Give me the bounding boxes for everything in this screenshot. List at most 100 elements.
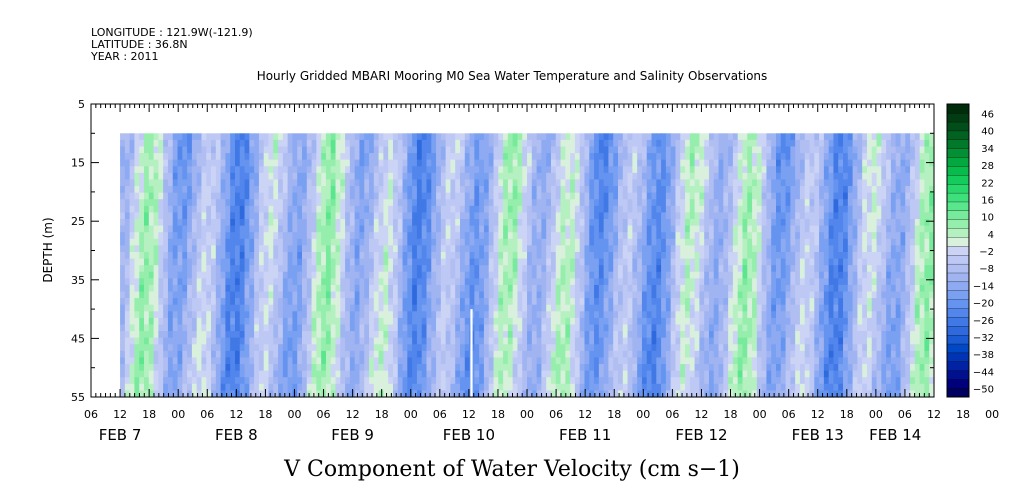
heatmap-cell (388, 159, 394, 167)
heatmap-cell (517, 245, 523, 253)
heatmap-cell (354, 298, 361, 306)
heatmap-cell (325, 139, 332, 148)
heatmap-cell (464, 383, 471, 391)
heatmap-cell (670, 212, 677, 220)
heatmap-cell (541, 324, 547, 332)
heatmap-cell (488, 265, 495, 273)
heatmap-cell (234, 238, 241, 246)
heatmap-cell (464, 258, 471, 266)
heatmap-cell (211, 370, 217, 378)
heatmap-cell (584, 159, 590, 167)
heatmap-cell (584, 139, 590, 148)
heatmap-cell (560, 258, 566, 266)
heatmap-cell (311, 304, 317, 312)
heatmap-cell (201, 232, 207, 240)
heatmap-cell (618, 133, 624, 141)
heatmap-cell (345, 317, 351, 326)
heatmap-cell (622, 159, 629, 167)
heatmap-cell (134, 225, 140, 233)
heatmap-cell (570, 251, 576, 260)
heatmap-cell (507, 265, 514, 273)
heatmap-cell (460, 159, 466, 167)
heatmap-cell (460, 331, 466, 339)
heatmap-cell (646, 159, 653, 167)
heatmap-cell (330, 166, 337, 174)
heatmap-cell (689, 284, 696, 293)
heatmap-cell (220, 159, 226, 167)
heatmap-cell (498, 331, 504, 339)
heatmap-cell (713, 172, 720, 181)
heatmap-cell (608, 317, 614, 326)
heatmap-cell (369, 377, 375, 385)
heatmap-cell (694, 337, 700, 345)
heatmap-cell (608, 265, 614, 273)
heatmap-cell (550, 166, 557, 174)
heatmap-cell (397, 377, 404, 385)
heatmap-cell (536, 331, 542, 339)
heatmap-cell (603, 232, 610, 240)
heatmap-cell (373, 350, 380, 359)
heatmap-cell (584, 284, 590, 293)
heatmap-cell (158, 186, 164, 194)
heatmap-cell (522, 205, 528, 214)
heatmap-cell (618, 291, 624, 299)
heatmap-cell (134, 251, 140, 260)
heatmap-cell (124, 364, 131, 372)
heatmap-cell (455, 133, 461, 141)
heatmap-cell (349, 133, 356, 141)
heatmap-cell (613, 370, 619, 378)
heatmap-cell (306, 133, 313, 141)
heatmap-cell (278, 304, 284, 312)
heatmap-cell (689, 251, 696, 260)
heatmap-cell (704, 284, 710, 293)
heatmap-cell (450, 324, 456, 332)
heatmap-cell (316, 212, 322, 220)
heatmap-cell (675, 159, 681, 167)
heatmap-cell (282, 192, 289, 200)
heatmap-cell (498, 139, 504, 148)
heatmap-cell (392, 133, 399, 141)
heatmap-cell (665, 192, 672, 200)
heatmap-cell (144, 212, 150, 220)
heatmap-cell (670, 337, 677, 345)
heatmap-cell (388, 284, 394, 293)
heatmap-cell (292, 331, 298, 339)
heatmap-cell (627, 364, 633, 372)
heatmap-cell (594, 331, 600, 339)
heatmap-cell (412, 251, 418, 260)
heatmap-cell (440, 172, 447, 181)
heatmap-cell (603, 153, 610, 161)
heatmap-cell (349, 212, 356, 220)
heatmap-cell (555, 364, 562, 372)
heatmap-cell (215, 205, 222, 214)
heatmap-cell (244, 324, 250, 332)
heatmap-cell (613, 251, 619, 260)
heatmap-cell (239, 271, 246, 279)
heatmap-cell (335, 337, 341, 345)
heatmap-cell (450, 139, 456, 148)
heatmap-cell (546, 311, 552, 319)
heatmap-cell (661, 298, 667, 306)
heatmap-cell (239, 364, 246, 372)
heatmap-cell (129, 199, 136, 207)
heatmap-cell (282, 291, 289, 299)
heatmap-cell (512, 251, 519, 260)
heatmap-cell (661, 383, 667, 391)
heatmap-cell (292, 377, 298, 385)
heatmap-cell (450, 179, 456, 187)
heatmap-cell (689, 186, 696, 194)
heatmap-cell (359, 383, 365, 391)
heatmap-cell (392, 350, 399, 359)
heatmap-cell (560, 166, 566, 174)
heatmap-cell (148, 324, 155, 332)
heatmap-cell (268, 265, 274, 273)
heatmap-cell (503, 212, 509, 220)
heatmap-cell (436, 331, 442, 339)
heatmap-cell (512, 304, 519, 312)
heatmap-cell (503, 232, 509, 240)
heatmap-cell (124, 245, 131, 253)
heatmap-cell (445, 284, 452, 293)
heatmap-cell (397, 337, 404, 345)
heatmap-cell (589, 166, 595, 174)
heatmap-cell (359, 258, 365, 266)
